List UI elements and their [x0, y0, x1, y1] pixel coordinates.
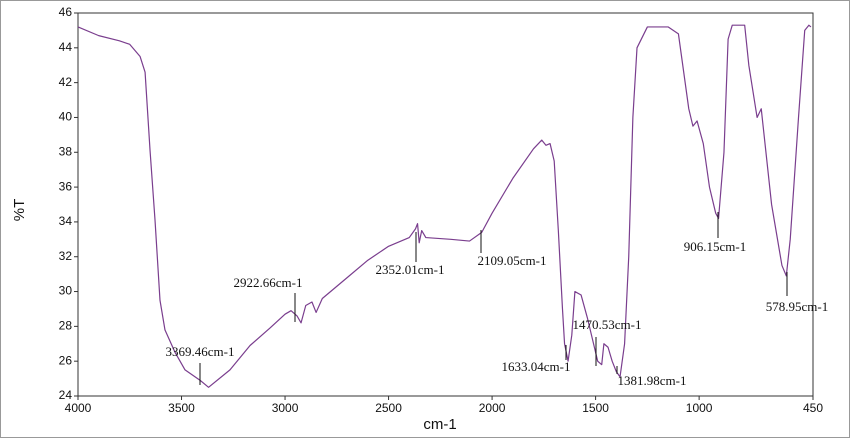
spectrum-line	[77, 24, 812, 388]
peak-label: 906.15cm-1	[684, 239, 746, 254]
y-axis-title: %T	[11, 199, 28, 222]
x-tick-label: 1500	[582, 401, 609, 415]
peak-label: 2352.01cm-1	[376, 262, 445, 277]
plot-area	[77, 12, 814, 397]
peak-label: 1470.53cm-1	[573, 317, 642, 332]
peak-label: 2109.05cm-1	[478, 253, 547, 268]
x-tick-label: 2500	[375, 401, 402, 415]
y-tick-label: 46	[59, 5, 73, 19]
x-tick-label: 1000	[686, 401, 713, 415]
peak-label: 3369.46cm-1	[166, 344, 235, 359]
y-tick-label: 34	[59, 214, 73, 228]
y-tick-label: 24	[59, 388, 73, 402]
peak-label: 2922.66cm-1	[234, 275, 303, 290]
x-axis-title: cm-1	[423, 416, 456, 433]
x-tick-label: 4000	[65, 401, 92, 415]
y-tick-label: 42	[59, 75, 73, 89]
x-tick-label: 450	[803, 401, 823, 415]
y-tick-label: 30	[59, 284, 73, 298]
x-tick-label: 2000	[479, 401, 506, 415]
y-tick-label: 38	[59, 144, 73, 158]
peak-label: 1633.04cm-1	[502, 359, 571, 374]
x-tick-label: 3000	[272, 401, 299, 415]
peak-label: 1381.98cm-1	[618, 373, 687, 388]
y-tick-label: 26	[59, 353, 73, 367]
y-tick-label: 44	[59, 40, 73, 54]
y-tick-label: 28	[59, 319, 73, 333]
y-tick-label: 36	[59, 179, 73, 193]
y-tick-label: 40	[59, 110, 73, 124]
peak-label: 578.95cm-1	[766, 299, 828, 314]
x-tick-label: 3500	[168, 401, 195, 415]
y-tick-label: 32	[59, 249, 73, 263]
